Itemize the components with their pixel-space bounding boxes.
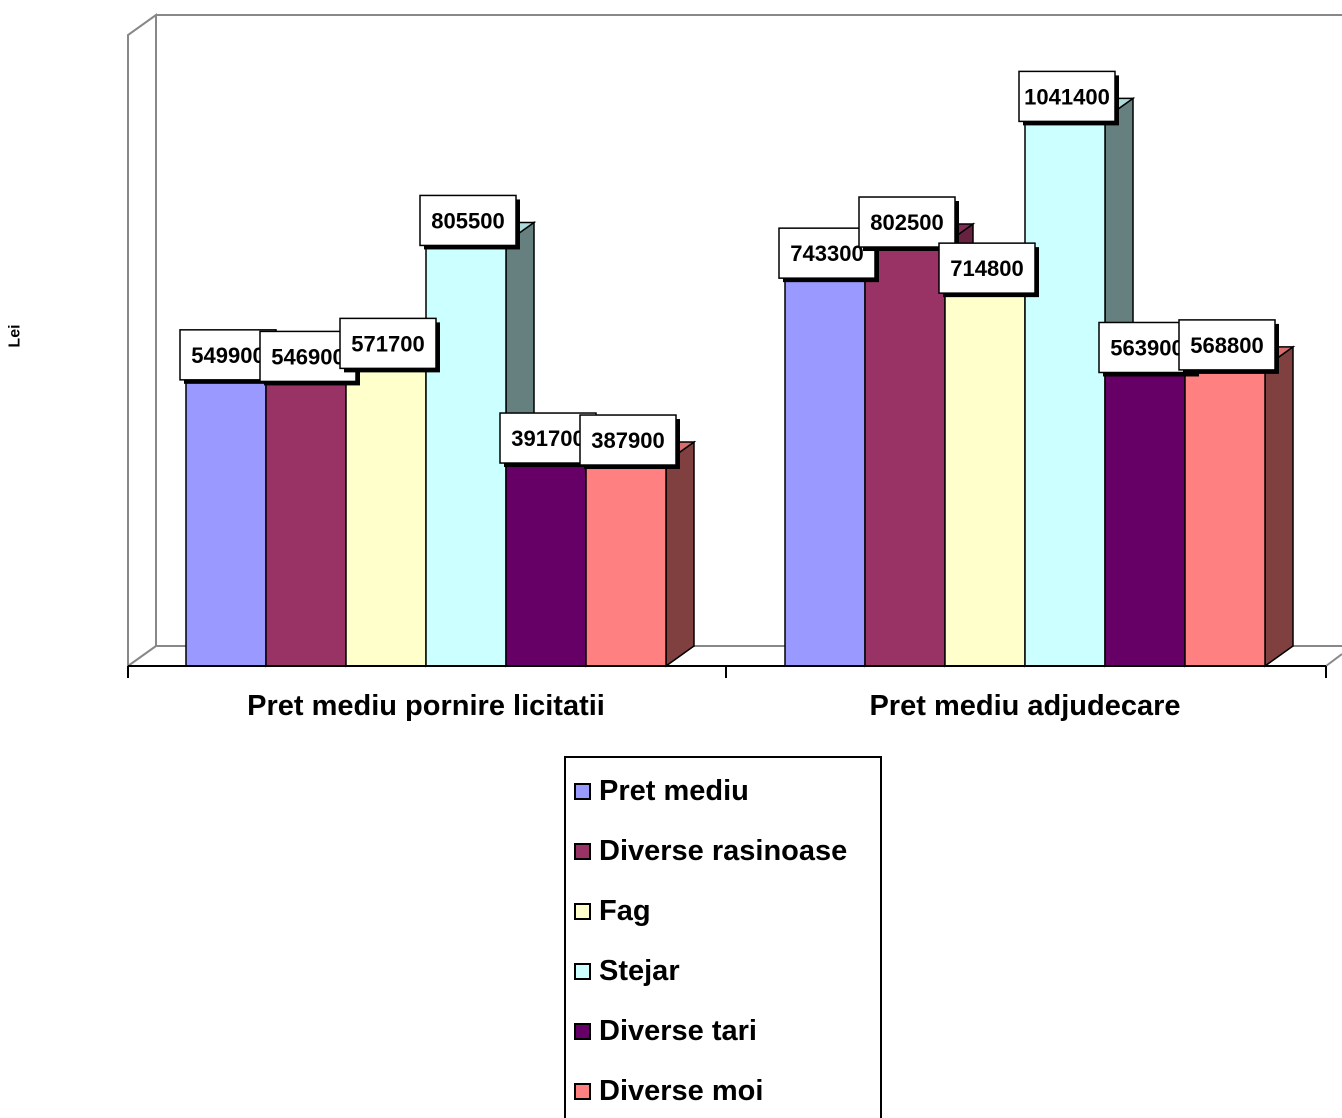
data-label: 568800: [1178, 319, 1279, 374]
legend-item-diverse-tari: Diverse tari: [574, 1011, 757, 1051]
data-label-text: 714800: [950, 256, 1023, 281]
y-axis-title: Lei: [7, 324, 24, 348]
legend-item-diverse-rasinoase: Diverse rasinoase: [574, 831, 847, 871]
data-label-text: 802500: [870, 210, 943, 235]
bar-front: [1184, 366, 1266, 667]
data-label: 714800: [938, 242, 1039, 298]
data-label: 1041400: [1018, 70, 1119, 126]
data-label-box: [339, 317, 437, 370]
data-label-text: 387900: [591, 428, 664, 453]
legend-item-diverse-moi: Diverse moi: [574, 1071, 763, 1111]
data-label-text: 391700: [511, 426, 584, 451]
data-label-text: 805500: [431, 208, 504, 233]
data-label-box: [858, 196, 956, 248]
data-labels: 549900 546900 571700 805500 391700 387900 7433…: [179, 70, 1279, 470]
floor-right-edge: [1325, 653, 1342, 667]
bar-front: [864, 243, 946, 667]
data-label-box: [1178, 319, 1276, 371]
bar-front: [425, 241, 507, 667]
data-label: 805500: [419, 194, 520, 250]
data-label-text: 549900: [191, 343, 264, 368]
bar: [1182, 345, 1296, 668]
data-label-box: [1018, 70, 1116, 123]
legend-label: Pret mediu: [599, 774, 749, 807]
legend-item-fag: Fag: [574, 891, 651, 931]
bar-front: [1104, 368, 1186, 667]
data-label-box: [579, 414, 677, 466]
data-label-text: 571700: [351, 331, 424, 356]
legend-label: Diverse tari: [599, 1014, 757, 1047]
data-label: 387900: [579, 414, 680, 470]
x-axis: Pret mediu pornire licitatii Pret mediu a…: [127, 665, 1327, 722]
bar-front: [505, 459, 587, 667]
legend-swatch: [574, 902, 591, 920]
legend-label: Diverse moi: [599, 1074, 764, 1107]
data-label: 802500: [858, 196, 959, 252]
bar-series: [183, 96, 1296, 668]
legend-swatch: [574, 1082, 591, 1100]
side-wall: [127, 13, 157, 666]
bar-front: [944, 289, 1026, 667]
data-label-text: 743300: [790, 241, 863, 266]
legend-item-stejar: Stejar: [574, 951, 680, 991]
bar-front: [265, 377, 347, 667]
legend-swatch: [574, 1022, 591, 1040]
data-label-box: [419, 194, 517, 247]
floor-side-edge: [127, 645, 157, 667]
data-label-text: 1041400: [1024, 84, 1110, 109]
data-label-box: [938, 242, 1036, 294]
legend-item-pret-mediu: Pret mediu: [574, 771, 749, 811]
x-tick-label: Pret mediu pornire licitatii: [247, 690, 605, 722]
bar: [583, 440, 697, 668]
bar-side: [665, 440, 695, 668]
bar-front: [585, 461, 667, 667]
bar-front: [185, 376, 267, 667]
bar-chart: Pret mediu pornire licitatii Pret mediu a…: [127, 13, 1342, 722]
legend-swatch: [574, 842, 591, 860]
bar-front: [784, 274, 866, 667]
data-label-text: 563900: [1110, 335, 1183, 360]
legend-label: Stejar: [599, 954, 680, 987]
bar-side: [1264, 345, 1294, 668]
legend: Pret mediu Diverse rasinoase Fag Stejar …: [564, 756, 882, 1118]
legend-swatch: [574, 962, 591, 980]
bar-front: [1024, 117, 1106, 667]
bar-front: [345, 364, 427, 667]
data-label-text: 568800: [1190, 333, 1263, 358]
data-label: 571700: [339, 317, 440, 373]
legend-label: Diverse rasinoase: [599, 834, 848, 867]
legend-swatch: [574, 782, 591, 800]
legend-label: Fag: [599, 894, 651, 927]
data-label-text: 546900: [271, 344, 344, 369]
x-tick-label: Pret mediu adjudecare: [869, 690, 1180, 722]
